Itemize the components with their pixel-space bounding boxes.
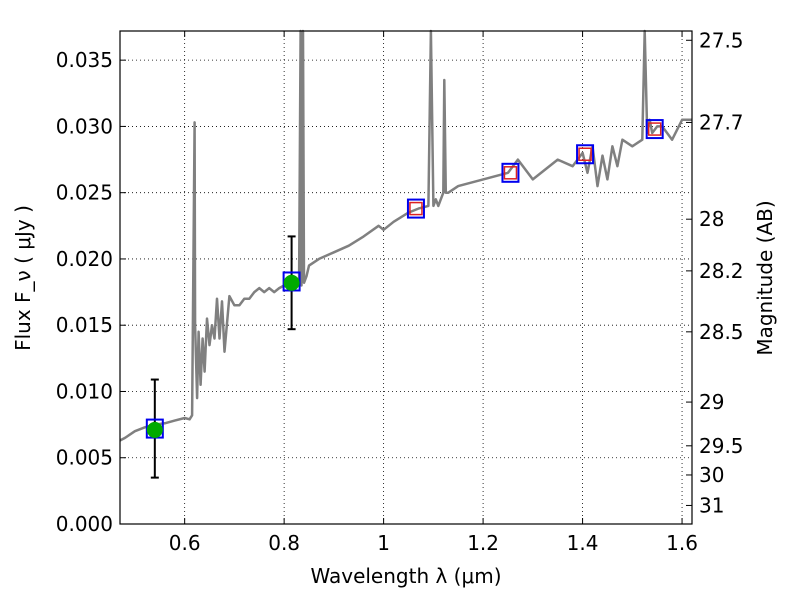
x-tick-label: 1.6 (666, 531, 698, 555)
right-tick-label: 28 (699, 207, 724, 231)
y-tick-label: 0.020 (56, 247, 113, 271)
x-tick-label: 1.2 (467, 531, 499, 555)
spectrum-layer (119, 29, 692, 442)
model-box-inner (647, 122, 662, 136)
y-tick-label: 0.005 (56, 446, 113, 470)
y-tick-label: 0.000 (56, 512, 113, 536)
right-tick-label: 28.2 (699, 259, 744, 283)
model-box (501, 162, 520, 183)
right-tick-label: 31 (699, 493, 724, 517)
y-tick-label: 0.010 (56, 379, 113, 403)
x-axis-ticks: 0.6 0.8 1 1.2 1.4 1.6 (169, 31, 698, 555)
points-layer (145, 119, 664, 479)
model-box (576, 144, 595, 165)
x-tick-label: 0.6 (169, 531, 201, 555)
y-tick-label: 0.035 (56, 48, 113, 72)
right-tick-label: 28.5 (699, 320, 744, 344)
y-axis-ticks: 0.000 0.005 0.010 0.015 0.020 0.025 0.030 0.035 (56, 48, 126, 536)
model-box-inner (409, 201, 423, 216)
x-tick-label: 0.8 (268, 531, 300, 555)
measured-point (146, 421, 163, 438)
x-tick-label: 1 (377, 531, 390, 555)
spectrum-line (119, 29, 692, 442)
grid-lines (120, 31, 692, 525)
model-box-inner (578, 147, 592, 161)
x-tick-label: 1.4 (567, 531, 599, 555)
measured-point (283, 274, 300, 291)
right-tick-label: 27.7 (699, 110, 744, 134)
model-box (406, 198, 425, 219)
right-tick-label: 29.5 (699, 434, 744, 458)
model-box (645, 119, 664, 140)
right-tick-label: 27.5 (699, 28, 744, 52)
y-tick-label: 0.030 (56, 114, 113, 138)
plot-frame (119, 30, 693, 525)
y-tick-label: 0.015 (56, 313, 113, 337)
x-axis-title: Wavelength λ (μm) (310, 564, 501, 588)
model-box-inner (503, 166, 518, 180)
y-tick-label: 0.025 (56, 181, 113, 205)
right-axis-title: Magnitude (AB) (753, 200, 777, 355)
y-axis-title: Flux F_ν ( μJy ) (11, 205, 35, 351)
right-axis-ticks: 27.5 27.7 28 28.2 28.5 29 29.5 30 31 (686, 28, 744, 517)
right-tick-label: 30 (699, 463, 724, 487)
right-tick-label: 29 (699, 390, 724, 414)
